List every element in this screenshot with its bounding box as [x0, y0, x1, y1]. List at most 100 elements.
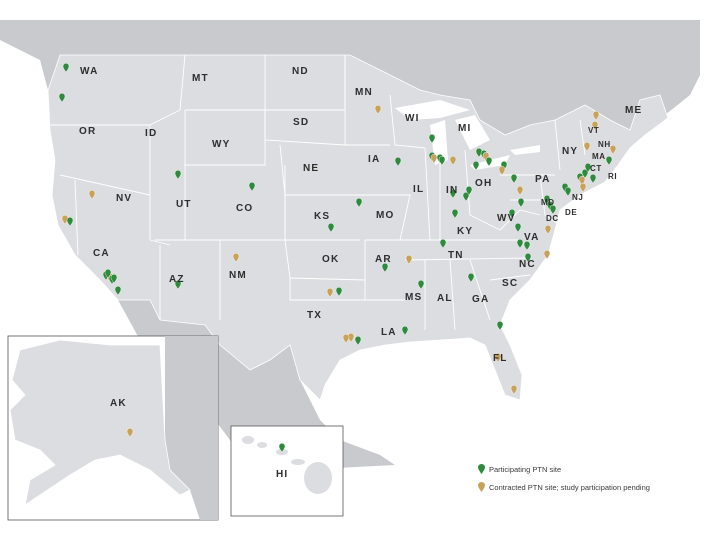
state-label-al: AL: [437, 293, 453, 304]
state-label-ks: KS: [314, 211, 331, 222]
state-label-ca: CA: [93, 248, 110, 259]
participating-site-marker: [564, 187, 572, 197]
participating-site-marker: [475, 148, 483, 158]
state-label-pa: PA: [535, 174, 551, 185]
state-label-ky: KY: [457, 226, 474, 237]
state-label-or: OR: [79, 126, 97, 137]
pending-site-marker: [544, 225, 552, 235]
state-label-ct: CT: [590, 164, 602, 173]
participating-site-marker: [465, 186, 473, 196]
state-label-nj: NJ: [572, 193, 584, 202]
state-label-ok: OK: [322, 254, 340, 265]
pending-site-marker: [342, 334, 350, 344]
participating-site-marker: [517, 198, 525, 208]
alaska-land: [9, 339, 191, 506]
us-contiguous-land: [47, 54, 669, 401]
participating-site-marker: [581, 169, 589, 179]
state-label-oh: OH: [475, 178, 493, 189]
participating-site-marker: [451, 209, 459, 219]
participating-site-marker: [467, 273, 475, 283]
site-markers: [58, 63, 617, 453]
participating-site-marker: [381, 263, 389, 273]
participating-site-marker: [114, 286, 122, 296]
participating-site-marker: [439, 239, 447, 249]
pending-site-marker: [232, 253, 240, 263]
legend-participating: Participating PTN site: [478, 464, 561, 474]
state-label-az: AZ: [169, 274, 185, 285]
pending-site-marker: [583, 142, 591, 152]
participating-site-marker: [66, 217, 74, 227]
participating-site-marker: [62, 63, 70, 73]
state-label-ga: GA: [472, 294, 490, 305]
pending-site-marker: [592, 111, 600, 121]
state-label-hi: HI: [276, 469, 289, 480]
pending-site-marker: [543, 250, 551, 260]
participating-site-marker: [584, 163, 592, 173]
state-label-tn: TN: [448, 250, 464, 261]
pending-site-marker: [494, 353, 502, 363]
legend-pending-label: Contracted PTN site; study participation…: [489, 482, 650, 492]
pending-site-marker: [516, 186, 524, 196]
participating-site-marker: [401, 326, 409, 336]
state-label-ia: IA: [368, 154, 381, 165]
state-label-in: IN: [446, 185, 459, 196]
participating-site-marker: [496, 321, 504, 331]
participating-site-marker: [589, 174, 597, 184]
state-label-me: ME: [625, 105, 643, 116]
state-label-ri: RI: [608, 172, 618, 181]
participating-site-marker: [394, 157, 402, 167]
state-borders: [50, 54, 586, 331]
participating-site-marker: [417, 280, 425, 290]
canada-land: [0, 20, 700, 135]
state-label-mn: MN: [355, 87, 373, 98]
pending-site-marker: [579, 183, 587, 193]
great-lakes: [395, 100, 540, 170]
state-label-sc: SC: [502, 278, 519, 289]
state-label-dc: DC: [546, 214, 559, 223]
state-label-nh: NH: [598, 140, 611, 149]
state-label-ma: MA: [592, 152, 606, 161]
state-label-va: VA: [524, 232, 540, 243]
legend-participating-label: Participating PTN site: [489, 464, 562, 474]
participating-site-marker: [174, 170, 182, 180]
participating-site-marker: [449, 189, 457, 199]
state-label-ms: MS: [405, 292, 423, 303]
participating-site-marker: [472, 161, 480, 171]
state-label-md: MD: [541, 198, 555, 207]
state-label-sd: SD: [293, 117, 310, 128]
participating-site-marker: [516, 239, 524, 249]
participating-site-marker: [438, 156, 446, 166]
participating-site-marker: [485, 157, 493, 167]
state-label-il: IL: [413, 184, 425, 195]
state-label-ny: NY: [562, 146, 579, 157]
state-label-ak: AK: [110, 398, 127, 409]
state-label-la: LA: [381, 327, 397, 338]
participating-site-marker: [510, 174, 518, 184]
pending-site-marker: [449, 156, 457, 166]
pending-site-marker: [430, 154, 438, 164]
state-label-nd: ND: [292, 66, 309, 77]
state-label-co: CO: [236, 203, 254, 214]
participating-marker-icon: [478, 464, 485, 474]
state-label-vt: VT: [588, 126, 600, 135]
participating-site-marker: [524, 253, 532, 263]
pending-site-marker: [405, 255, 413, 265]
participating-site-marker: [174, 280, 182, 290]
state-label-tx: TX: [307, 310, 323, 321]
participating-site-marker: [428, 134, 436, 144]
pending-site-marker: [126, 428, 134, 438]
participating-site-marker: [523, 241, 531, 251]
pending-site-marker: [347, 333, 355, 343]
pending-site-marker: [88, 190, 96, 200]
participating-site-marker: [462, 192, 470, 202]
participating-site-marker: [549, 205, 557, 215]
pending-site-marker: [61, 215, 69, 225]
participating-site-marker: [605, 156, 613, 166]
state-label-mo: MO: [376, 210, 395, 221]
state-label-wa: WA: [80, 66, 99, 77]
legend-pending: Contracted PTN site; study participation…: [478, 482, 650, 492]
participating-site-marker: [354, 336, 362, 346]
participating-site-marker: [278, 443, 286, 453]
